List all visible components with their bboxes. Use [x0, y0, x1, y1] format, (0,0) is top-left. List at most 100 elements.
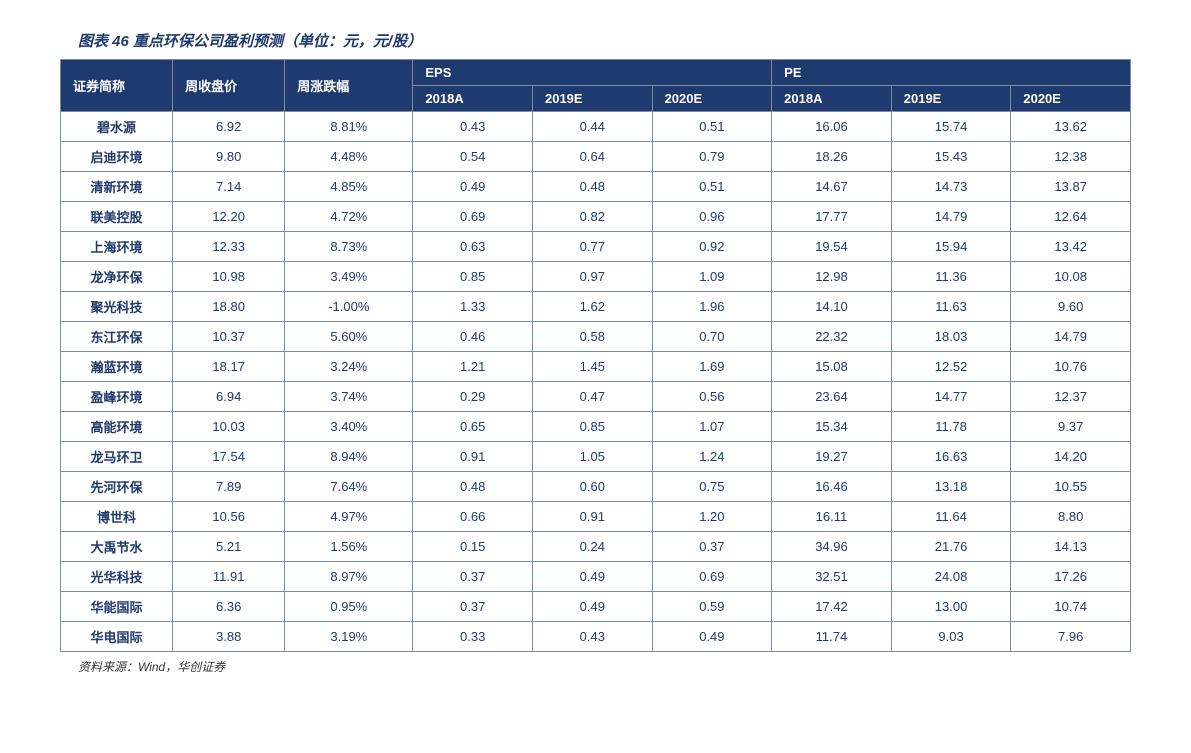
cell-pe2018: 16.06: [772, 112, 892, 142]
cell-change: 3.19%: [285, 622, 413, 652]
cell-eps2018: 0.69: [413, 202, 533, 232]
cell-pe2020: 14.13: [1011, 532, 1131, 562]
cell-pe2020: 10.55: [1011, 472, 1131, 502]
cell-eps2019: 0.77: [532, 232, 652, 262]
cell-eps2020: 0.70: [652, 322, 772, 352]
cell-eps2020: 1.09: [652, 262, 772, 292]
cell-pe2019: 11.78: [891, 412, 1011, 442]
cell-change: 3.24%: [285, 352, 413, 382]
cell-name: 龙净环保: [61, 262, 173, 292]
table-row: 东江环保10.375.60%0.460.580.7022.3218.0314.7…: [61, 322, 1131, 352]
cell-eps2020: 0.51: [652, 172, 772, 202]
cell-price: 11.91: [173, 562, 285, 592]
cell-pe2019: 11.36: [891, 262, 1011, 292]
cell-eps2018: 0.46: [413, 322, 533, 352]
cell-pe2018: 34.96: [772, 532, 892, 562]
cell-name: 瀚蓝环境: [61, 352, 173, 382]
cell-pe2020: 10.76: [1011, 352, 1131, 382]
cell-change: 5.60%: [285, 322, 413, 352]
cell-pe2019: 21.76: [891, 532, 1011, 562]
cell-price: 12.33: [173, 232, 285, 262]
cell-pe2019: 13.18: [891, 472, 1011, 502]
cell-change: 3.49%: [285, 262, 413, 292]
header-eps-2020e: 2020E: [652, 86, 772, 112]
table-row: 联美控股12.204.72%0.690.820.9617.7714.7912.6…: [61, 202, 1131, 232]
cell-eps2019: 0.85: [532, 412, 652, 442]
cell-pe2020: 10.74: [1011, 592, 1131, 622]
cell-eps2019: 0.47: [532, 382, 652, 412]
header-eps-2018a: 2018A: [413, 86, 533, 112]
cell-price: 6.92: [173, 112, 285, 142]
cell-eps2018: 1.33: [413, 292, 533, 322]
cell-pe2019: 18.03: [891, 322, 1011, 352]
cell-eps2019: 0.97: [532, 262, 652, 292]
cell-price: 5.21: [173, 532, 285, 562]
cell-change: 8.94%: [285, 442, 413, 472]
header-pe-2018a: 2018A: [772, 86, 892, 112]
header-row-1: 证券简称 周收盘价 周涨跌幅 EPS PE: [61, 60, 1131, 86]
table-row: 光华科技11.918.97%0.370.490.6932.5124.0817.2…: [61, 562, 1131, 592]
header-change: 周涨跌幅: [285, 60, 413, 112]
table-row: 大禹节水5.211.56%0.150.240.3734.9621.7614.13: [61, 532, 1131, 562]
table-row: 先河环保7.897.64%0.480.600.7516.4613.1810.55: [61, 472, 1131, 502]
cell-pe2018: 17.77: [772, 202, 892, 232]
cell-eps2019: 1.45: [532, 352, 652, 382]
cell-eps2019: 1.05: [532, 442, 652, 472]
cell-price: 18.17: [173, 352, 285, 382]
cell-eps2019: 0.49: [532, 562, 652, 592]
cell-pe2018: 22.32: [772, 322, 892, 352]
cell-pe2020: 13.62: [1011, 112, 1131, 142]
cell-eps2018: 0.15: [413, 532, 533, 562]
table-row: 华电国际3.883.19%0.330.430.4911.749.037.96: [61, 622, 1131, 652]
cell-eps2018: 0.29: [413, 382, 533, 412]
cell-eps2018: 0.37: [413, 592, 533, 622]
cell-price: 10.56: [173, 502, 285, 532]
cell-eps2018: 1.21: [413, 352, 533, 382]
header-pe-2019e: 2019E: [891, 86, 1011, 112]
header-stock-name: 证券简称: [61, 60, 173, 112]
cell-eps2020: 0.69: [652, 562, 772, 592]
cell-name: 高能环境: [61, 412, 173, 442]
cell-eps2020: 1.96: [652, 292, 772, 322]
cell-change: 4.85%: [285, 172, 413, 202]
cell-eps2019: 0.91: [532, 502, 652, 532]
cell-eps2020: 0.79: [652, 142, 772, 172]
earnings-forecast-table: 证券简称 周收盘价 周涨跌幅 EPS PE 2018A 2019E 2020E …: [60, 59, 1131, 652]
cell-eps2019: 0.58: [532, 322, 652, 352]
cell-change: 4.48%: [285, 142, 413, 172]
cell-pe2019: 15.74: [891, 112, 1011, 142]
cell-name: 启迪环境: [61, 142, 173, 172]
cell-pe2020: 12.38: [1011, 142, 1131, 172]
cell-pe2019: 15.94: [891, 232, 1011, 262]
cell-pe2019: 11.63: [891, 292, 1011, 322]
cell-price: 9.80: [173, 142, 285, 172]
table-row: 高能环境10.033.40%0.650.851.0715.3411.789.37: [61, 412, 1131, 442]
cell-change: 3.74%: [285, 382, 413, 412]
header-eps-2019e: 2019E: [532, 86, 652, 112]
cell-eps2020: 0.37: [652, 532, 772, 562]
cell-name: 华电国际: [61, 622, 173, 652]
cell-eps2019: 0.44: [532, 112, 652, 142]
cell-pe2020: 14.79: [1011, 322, 1131, 352]
cell-eps2018: 0.54: [413, 142, 533, 172]
table-row: 清新环境7.144.85%0.490.480.5114.6714.7313.87: [61, 172, 1131, 202]
cell-pe2020: 9.37: [1011, 412, 1131, 442]
cell-price: 10.03: [173, 412, 285, 442]
cell-eps2018: 0.48: [413, 472, 533, 502]
header-pe-2020e: 2020E: [1011, 86, 1131, 112]
cell-pe2018: 15.08: [772, 352, 892, 382]
cell-eps2018: 0.65: [413, 412, 533, 442]
cell-price: 12.20: [173, 202, 285, 232]
cell-pe2020: 13.42: [1011, 232, 1131, 262]
cell-eps2020: 0.59: [652, 592, 772, 622]
cell-pe2019: 24.08: [891, 562, 1011, 592]
cell-pe2020: 12.64: [1011, 202, 1131, 232]
cell-pe2018: 16.46: [772, 472, 892, 502]
table-row: 龙净环保10.983.49%0.850.971.0912.9811.3610.0…: [61, 262, 1131, 292]
cell-name: 博世科: [61, 502, 173, 532]
cell-pe2018: 14.67: [772, 172, 892, 202]
cell-change: 0.95%: [285, 592, 413, 622]
cell-eps2019: 0.48: [532, 172, 652, 202]
cell-pe2020: 14.20: [1011, 442, 1131, 472]
cell-eps2019: 0.43: [532, 622, 652, 652]
